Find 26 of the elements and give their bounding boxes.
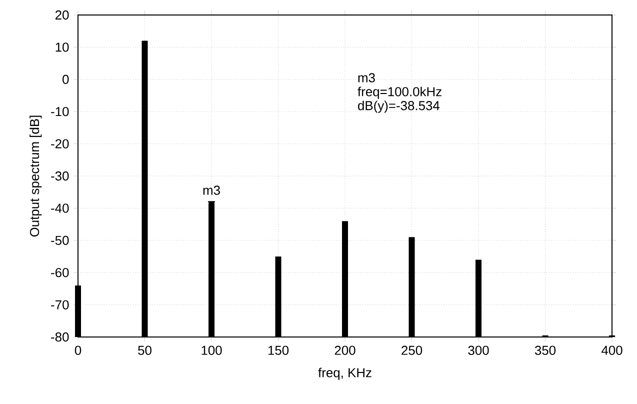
annotation: m3 — [358, 73, 375, 82]
annotation: m3 — [203, 186, 220, 195]
x-tick-label: 350 — [534, 346, 556, 355]
y-tick-label: -30 — [51, 171, 69, 181]
y-tick-label: -20 — [51, 139, 69, 148]
annotation: dB(y)=-38.534 — [358, 100, 440, 113]
x-tick-label: 200 — [334, 346, 356, 355]
y-tick-label: -60 — [51, 268, 69, 278]
y-tick-label: -70 — [51, 300, 69, 310]
x-tick-label: 150 — [268, 346, 289, 355]
y-tick-label: 10 — [56, 42, 69, 52]
x-tick-label: 50 — [138, 346, 152, 355]
x-tick-label: 300 — [468, 346, 489, 355]
x-tick-label: 250 — [402, 346, 422, 355]
x-tick-label: 100 — [202, 346, 222, 355]
x-tick-label: 400 — [602, 346, 622, 355]
annotation: freq=100.0kHz — [358, 86, 442, 99]
y-tick-label: -40 — [51, 204, 69, 213]
y-axis-title: Output spectrum [dB] — [30, 116, 42, 237]
y-tick-label: -10 — [51, 107, 69, 116]
y-tick-label: -50 — [51, 236, 69, 245]
x-tick-label: 0 — [74, 346, 82, 355]
y-tick-label: -80 — [51, 332, 69, 342]
y-tick-label: 0 — [62, 74, 69, 84]
y-tick-label: 20 — [55, 10, 69, 20]
x-axis-title: freq, KHz — [318, 368, 372, 380]
